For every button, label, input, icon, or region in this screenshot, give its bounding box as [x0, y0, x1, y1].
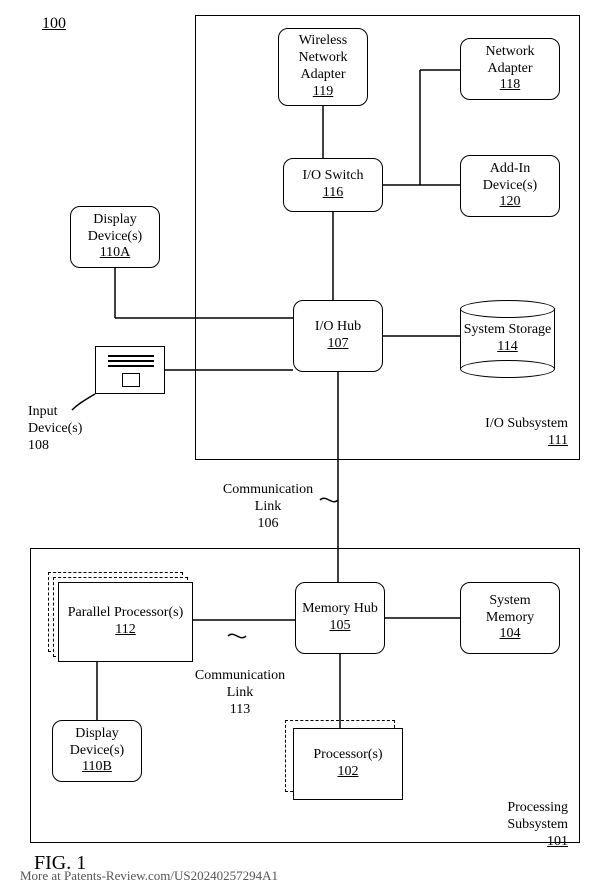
- parallel-processors-block: Parallel Processor(s) 112: [48, 572, 193, 662]
- wireless-network-adapter-block: Wireless Network Adapter 119: [278, 28, 368, 106]
- memory-hub-label: Memory Hub: [302, 601, 378, 618]
- processors-block: Processor(s) 102: [285, 720, 405, 802]
- wireless-network-adapter-ref: 119: [313, 84, 333, 101]
- io-hub-label: I/O Hub: [315, 319, 361, 336]
- system-storage-label: System Storage: [464, 322, 552, 337]
- display-devices-a-block: Display Device(s) 110A: [70, 206, 160, 268]
- display-devices-b-label: Display Device(s): [59, 726, 135, 760]
- comm-link-106-text: Communication Link: [223, 482, 313, 514]
- system-storage-ref: 114: [497, 339, 517, 354]
- display-devices-a-ref: 110A: [100, 245, 131, 262]
- system-memory-block: System Memory 104: [460, 582, 560, 654]
- processing-subsystem-ref: 101: [547, 834, 568, 849]
- addin-devices-ref: 120: [500, 194, 521, 211]
- input-devices-label-text: Input Device(s): [28, 404, 82, 436]
- display-devices-a-label: Display Device(s): [77, 212, 153, 246]
- input-devices-ref: 108: [28, 438, 49, 453]
- display-devices-b-ref: 110B: [82, 759, 112, 776]
- comm-link-113-ref: 113: [230, 702, 250, 717]
- system-memory-ref: 104: [500, 626, 521, 643]
- io-subsystem-label: I/O Subsystem 111: [460, 416, 568, 450]
- comm-link-106-label: Communication Link 106: [208, 482, 328, 532]
- network-adapter-ref: 118: [500, 77, 520, 94]
- comm-link-113-text: Communication Link: [195, 668, 285, 700]
- comm-link-106-ref: 106: [258, 516, 279, 531]
- parallel-processors-ref: 112: [115, 622, 135, 639]
- io-switch-ref: 116: [323, 185, 343, 202]
- io-switch-label: I/O Switch: [302, 168, 363, 185]
- memory-hub-ref: 105: [330, 618, 351, 635]
- display-devices-b-block: Display Device(s) 110B: [52, 720, 142, 782]
- io-switch-block: I/O Switch 116: [283, 158, 383, 212]
- processors-ref: 102: [338, 764, 359, 781]
- parallel-processors-label: Parallel Processor(s): [68, 605, 183, 622]
- footer-text: More at Patents-Review.com/US20240257294…: [20, 868, 278, 884]
- io-subsystem-ref: 111: [548, 433, 568, 448]
- system-memory-label: System Memory: [467, 593, 553, 627]
- processing-subsystem-label-text: Processing Subsystem: [507, 800, 568, 832]
- memory-hub-block: Memory Hub 105: [295, 582, 385, 654]
- addin-devices-block: Add-In Device(s) 120: [460, 155, 560, 217]
- wireless-network-adapter-label: Wireless Network Adapter: [285, 33, 361, 83]
- comm-link-113-label: Communication Link 113: [180, 668, 300, 718]
- input-device-icon: [95, 346, 165, 394]
- input-devices-label: Input Device(s) 108: [28, 404, 98, 454]
- diagram-canvas: 100 I/O Subsystem 111 Processing Subsyst…: [0, 0, 602, 888]
- io-hub-ref: 107: [328, 336, 349, 353]
- processing-subsystem-label: Processing Subsystem 101: [460, 800, 568, 850]
- processors-label: Processor(s): [313, 747, 382, 764]
- network-adapter-block: Network Adapter 118: [460, 38, 560, 100]
- io-subsystem-label-text: I/O Subsystem: [485, 416, 568, 431]
- addin-devices-label: Add-In Device(s): [467, 161, 553, 195]
- network-adapter-label: Network Adapter: [467, 44, 553, 78]
- io-hub-block: I/O Hub 107: [293, 300, 383, 372]
- system-storage-block: System Storage 114: [460, 300, 555, 378]
- figure-top-ref: 100: [42, 15, 66, 33]
